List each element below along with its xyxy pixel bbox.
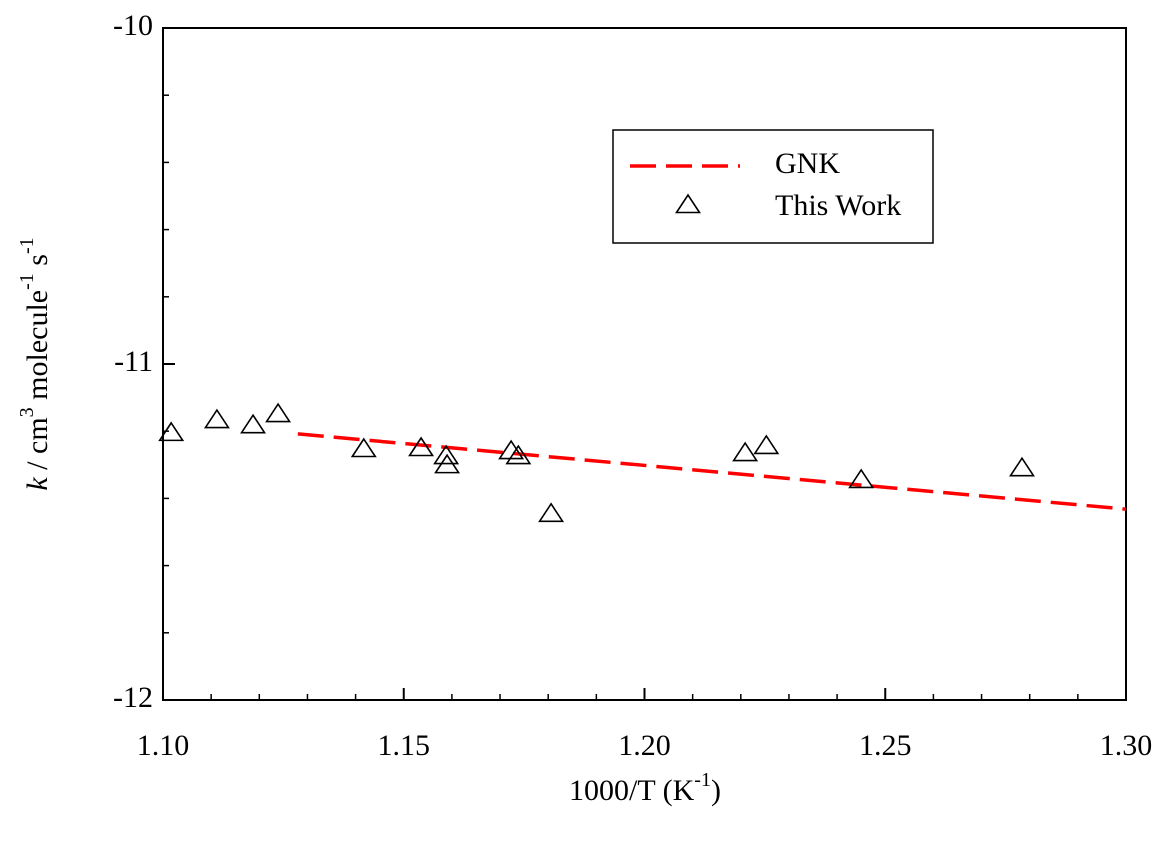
x-tick-label: 1.30 — [1100, 729, 1153, 762]
plot-frame — [162, 27, 1127, 701]
legend-label: GNK — [775, 147, 840, 180]
legend-marker — [675, 193, 701, 214]
x-axis-label-part: 1000/T (K — [569, 774, 695, 807]
data-point — [1009, 456, 1035, 477]
y-axis-label-sup: 3 — [16, 407, 38, 417]
data-point — [350, 437, 377, 458]
data-point — [498, 439, 525, 460]
data-point — [433, 444, 460, 465]
y-axis-label-part: / cm — [21, 417, 54, 477]
data-point — [240, 413, 267, 434]
data-point — [538, 502, 565, 523]
y-axis-label-part: molecule — [21, 290, 54, 407]
y-axis-label: k / cm3 molecule-1 s-1 — [16, 237, 54, 490]
data-point — [848, 468, 875, 489]
y-axis-label-sup: -1 — [16, 273, 38, 290]
x-axis-label: 1000/T (K-1) — [569, 769, 721, 807]
legend-box — [612, 129, 934, 244]
data-point — [158, 421, 185, 442]
y-axis-label-part: k — [21, 477, 54, 491]
data-point — [505, 444, 532, 465]
data-point — [408, 436, 435, 457]
data-point — [753, 434, 780, 455]
x-tick-label: 1.15 — [378, 729, 431, 762]
x-axis-label-sup: -1 — [694, 769, 711, 791]
data-point — [434, 453, 461, 474]
gnk-line — [297, 432, 1127, 511]
x-tick-label: 1.20 — [618, 729, 671, 762]
legend-label: This Work — [775, 189, 901, 222]
y-tick-label: -11 — [114, 345, 153, 378]
y-axis-label-part: s — [21, 254, 54, 273]
y-axis-label-sup: -1 — [16, 237, 38, 254]
x-tick-label: 1.10 — [137, 729, 190, 762]
x-axis-label-part: ) — [711, 774, 721, 807]
y-tick-label: -12 — [113, 681, 153, 714]
y-tick-label: -10 — [113, 9, 153, 42]
data-point — [265, 402, 292, 423]
x-tick-label: 1.25 — [859, 729, 912, 762]
data-point — [203, 408, 230, 429]
data-point — [732, 441, 759, 462]
